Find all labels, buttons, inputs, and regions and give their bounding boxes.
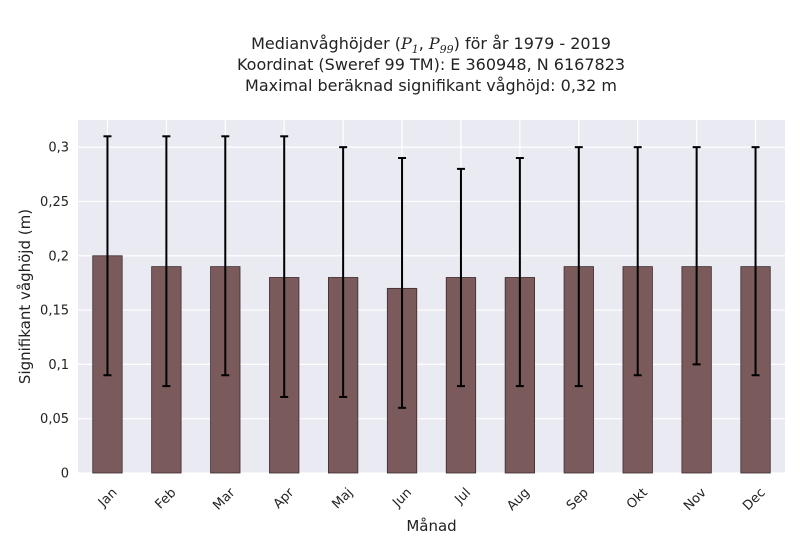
error-bar-mar [221, 135, 230, 377]
p99-subscript: 99 [439, 43, 454, 57]
error-bar-jun [398, 157, 407, 409]
x-tick-label: Okt [624, 485, 651, 512]
x-axis-label: Månad [406, 517, 456, 535]
error-bar-aug [515, 157, 524, 388]
chart-title: Medianvåghöjder (P1, P99) för år 1979 - … [0, 33, 800, 96]
y-axis-label: Signifikant våghöjd (m) [16, 209, 34, 384]
title-line-2: Koordinat (Sweref 99 TM): E 360948, N 61… [236, 55, 626, 74]
y-tick-label: 0,05 [40, 412, 69, 427]
error-bar-nov [692, 146, 701, 366]
error-bar-okt [633, 146, 642, 377]
error-bar-jul [456, 167, 465, 388]
error-bar-maj [339, 146, 348, 398]
p1-symbol: P1 [400, 34, 419, 57]
plot-area [78, 120, 785, 473]
title-line-1-suffix: ) för år 1979 - 2019 [453, 34, 611, 53]
error-bar-jan [103, 135, 112, 377]
error-bar-dec [751, 146, 760, 377]
x-tick-label: Aug [504, 485, 533, 514]
y-tick-label: 0,25 [40, 195, 69, 210]
error-bar-apr [280, 135, 289, 398]
error-bars [103, 135, 760, 409]
x-tick-label: Jan [95, 485, 120, 510]
y-tick-label: 0 [61, 467, 69, 482]
y-tick-labels: 0 0,05 0,1 0,15 0,2 0,25 0,3 [40, 141, 69, 482]
x-tick-label: Nov [681, 485, 710, 514]
x-tick-label: Mar [210, 485, 238, 513]
p1-subscript: 1 [411, 43, 419, 57]
x-tick-label: Apr [271, 485, 298, 512]
x-tick-label: Sep [564, 485, 592, 513]
title-line-1-prefix: Medianvåghöjder ( [251, 34, 401, 53]
x-tick-label: Feb [153, 485, 180, 512]
y-tick-label: 0,15 [40, 304, 69, 319]
y-tick-label: 0,3 [48, 141, 69, 156]
p1-letter: P [400, 34, 412, 53]
x-tick-label: Jul [452, 485, 474, 507]
error-bar-feb [162, 135, 171, 388]
y-tick-label: 0,1 [48, 358, 69, 373]
p99-symbol: P99 [428, 34, 454, 57]
y-tick-label: 0,2 [48, 249, 69, 264]
x-tick-label: Dec [740, 485, 768, 513]
title-line-1: Medianvåghöjder (P1, P99) för år 1979 - … [251, 34, 611, 57]
x-tick-label: Maj [329, 485, 356, 512]
x-tick-labels: Jan Feb Mar Apr Maj Jun Jul Aug Sep Okt Nov Dec [95, 485, 769, 514]
title-line-3: Maximal beräknad signifikant våghöjd: 0,… [245, 76, 617, 95]
x-tick-label: Jun [389, 485, 415, 511]
error-bar-sep [574, 146, 583, 388]
p99-letter: P [428, 34, 440, 53]
